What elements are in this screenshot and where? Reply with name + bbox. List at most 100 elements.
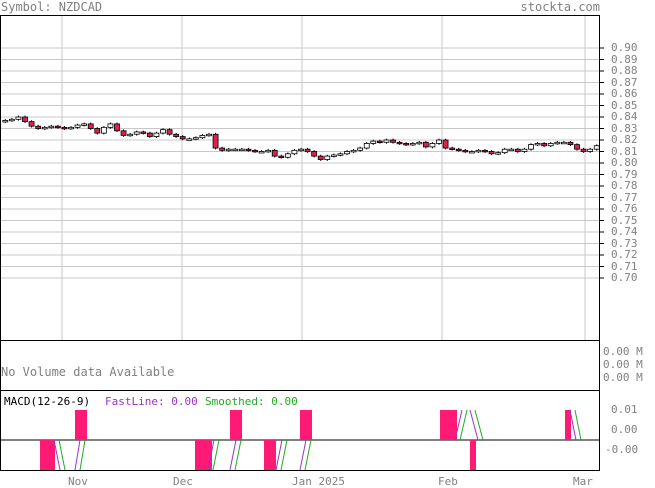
candle: [422, 141, 429, 148]
volume-tick: 0.00 M: [603, 371, 643, 384]
candle: [291, 149, 298, 155]
candle: [245, 148, 252, 152]
candle: [330, 154, 337, 157]
price-tick: 0.84: [611, 110, 638, 123]
candle: [383, 139, 390, 143]
candle: [560, 141, 567, 145]
price-tick: 0.74: [611, 225, 638, 238]
panel-frames: [0, 15, 604, 471]
no-volume-message: No Volume data Available: [1, 365, 175, 379]
candle: [514, 148, 521, 152]
price-tick: 0.85: [611, 98, 638, 112]
candle: [554, 141, 561, 145]
candle: [179, 136, 186, 140]
candle: [284, 153, 291, 158]
candle: [475, 149, 482, 153]
candle: [35, 125, 42, 129]
candle: [61, 126, 68, 130]
price-tick: 0.73: [611, 236, 638, 250]
candle: [107, 123, 114, 128]
candle: [442, 139, 449, 149]
macd-smoothed-label: Smoothed: 0.00: [205, 395, 298, 408]
candle: [462, 149, 469, 153]
macd-bar: [565, 410, 571, 440]
candle: [363, 143, 370, 149]
candle: [298, 148, 304, 152]
candle: [357, 147, 364, 151]
candle: [567, 141, 574, 146]
candle: [258, 151, 265, 154]
candle: [488, 151, 495, 155]
candle: [311, 151, 318, 157]
candle: [580, 148, 587, 152]
macd-fastline: [207, 439, 215, 471]
x-label-jan: Jan 2025: [292, 475, 345, 488]
macd-bar: [300, 410, 312, 440]
macd-fastline-label: FastLine: 0.00: [105, 395, 198, 408]
candle: [219, 147, 226, 151]
candle: [100, 126, 107, 134]
candle: [186, 138, 193, 141]
candle: [587, 148, 594, 152]
candle: [528, 144, 534, 150]
price-tick: 0.79: [611, 167, 638, 181]
macd-fastline: [53, 439, 61, 471]
candle: [212, 133, 219, 149]
candle: [304, 148, 311, 152]
candle: [436, 139, 442, 144]
candle: [574, 144, 580, 150]
volume-tick: 0.00 M: [603, 358, 643, 371]
macd-bar: [40, 440, 55, 470]
candle: [350, 149, 357, 153]
price-candles: [2, 115, 600, 161]
price-tick: 0.82: [611, 133, 638, 146]
candle: [15, 116, 22, 120]
macd-fastline: [469, 409, 479, 441]
price-panel-frame: [0, 15, 600, 341]
candle: [271, 149, 278, 157]
macd-tick: -0.00: [605, 443, 639, 456]
macd-bar: [470, 440, 476, 470]
candle: [390, 139, 396, 143]
price-grid: [0, 15, 600, 340]
symbol-title: Symbol: NZDCAD: [1, 0, 103, 14]
candle: [54, 125, 61, 129]
candle: [344, 151, 350, 155]
macd-fastline: [454, 409, 463, 441]
candle: [74, 124, 81, 128]
candle: [265, 149, 272, 153]
macd-panel-frame: [0, 390, 600, 471]
macd-bar: [440, 410, 457, 440]
candle: [501, 148, 508, 154]
macd-smoothed: [459, 409, 468, 441]
price-tick: 0.86: [611, 87, 638, 100]
price-tick: 0.78: [611, 179, 638, 192]
candle: [127, 133, 134, 137]
candle: [337, 153, 344, 156]
macd-smoothed: [304, 439, 312, 471]
candle: [508, 148, 515, 152]
candle: [160, 129, 166, 134]
candle: [468, 151, 475, 154]
candle: [317, 155, 324, 160]
price-tick: 0.71: [611, 259, 638, 273]
candle: [495, 152, 502, 155]
x-label-dec: Dec: [173, 475, 193, 488]
candle: [534, 143, 541, 146]
price-tick: 0.81: [611, 144, 638, 158]
candle: [206, 133, 212, 137]
candle: [482, 149, 488, 153]
candle: [547, 143, 554, 147]
candle: [94, 128, 101, 134]
price-tick: 0.72: [611, 248, 638, 261]
candle: [370, 140, 377, 144]
price-tick: 0.76: [611, 202, 638, 215]
price-tick: 0.77: [611, 190, 638, 204]
price-tick: 0.80: [611, 156, 638, 169]
candle: [2, 120, 9, 123]
macd-fastline: [74, 439, 81, 471]
macd-bar: [75, 410, 87, 440]
macd-smoothed: [234, 439, 242, 471]
macd-smoothed: [79, 439, 86, 471]
macd-smoothed: [574, 409, 582, 441]
